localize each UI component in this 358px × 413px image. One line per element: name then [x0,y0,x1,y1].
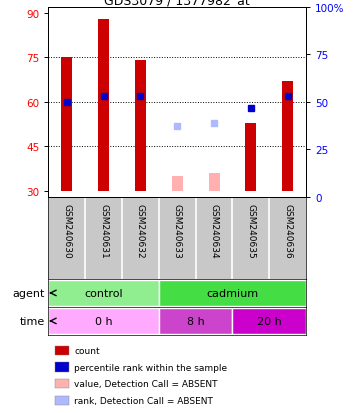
Bar [282,82,293,192]
Bar [48,309,159,334]
Bar [48,281,159,306]
Text: 8 h: 8 h [187,316,204,326]
Text: GSM240632: GSM240632 [136,204,145,259]
Bar [135,61,146,192]
Bar [61,58,72,192]
Text: count: count [74,346,100,355]
Text: percentile rank within the sample: percentile rank within the sample [74,363,228,372]
Text: rank, Detection Call = ABSENT: rank, Detection Call = ABSENT [74,396,213,405]
Text: time: time [19,316,45,326]
Title: GDS3079 / 1377982_at: GDS3079 / 1377982_at [104,0,250,7]
Text: GSM240636: GSM240636 [283,204,292,259]
Text: GSM240630: GSM240630 [62,204,71,259]
Bar [98,20,109,192]
Bar [159,309,232,334]
Text: agent: agent [13,288,45,298]
Text: value, Detection Call = ABSENT: value, Detection Call = ABSENT [74,380,218,389]
Text: GSM240635: GSM240635 [246,204,255,259]
Text: GSM240631: GSM240631 [99,204,108,259]
Bar [208,174,219,192]
Text: cadmium: cadmium [206,288,258,298]
Text: 0 h: 0 h [95,316,112,326]
Bar [159,281,306,306]
Bar [245,123,256,192]
Text: GSM240634: GSM240634 [209,204,218,259]
Bar [172,177,183,192]
Text: control: control [84,288,123,298]
Text: 20 h: 20 h [257,316,282,326]
Bar [232,309,306,334]
Text: GSM240633: GSM240633 [173,204,182,259]
